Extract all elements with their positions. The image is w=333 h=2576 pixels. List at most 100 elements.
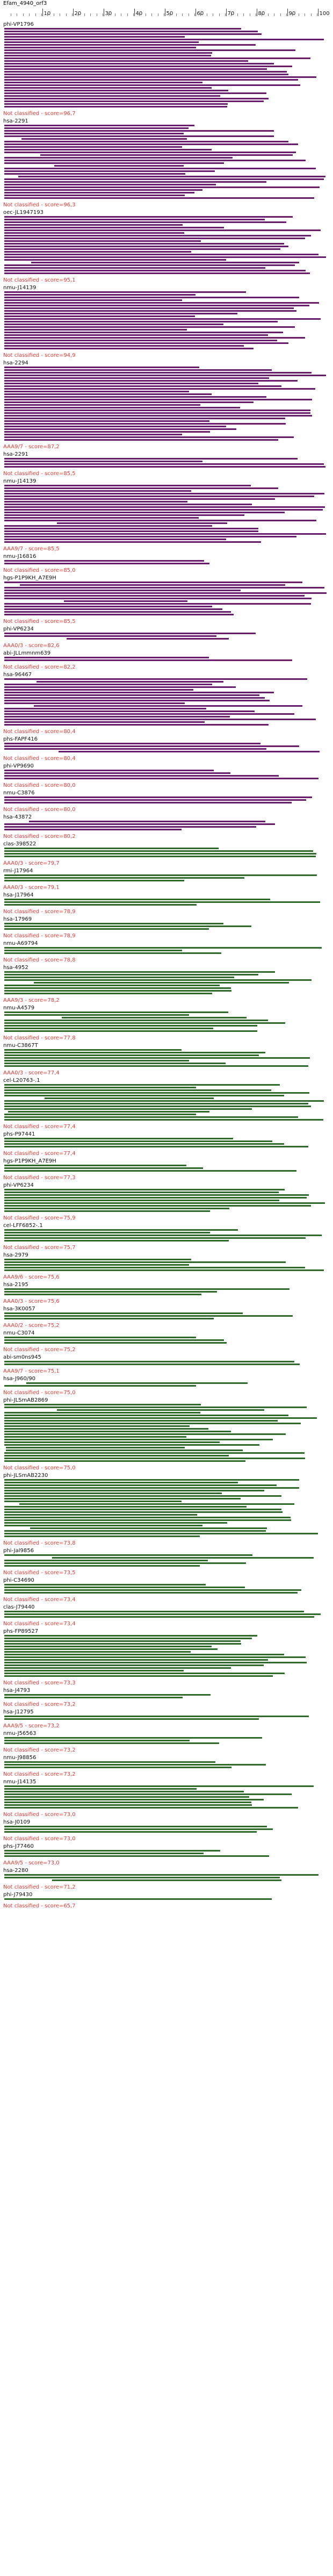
alignment-bar — [21, 138, 187, 140]
alignment-bar — [4, 514, 245, 516]
classification-score: Not classified - score=80,4 — [3, 729, 76, 735]
sequence-name: hsa-J12795 — [3, 1709, 34, 1715]
sequence-name: nmu-J16816 — [3, 554, 37, 559]
alignment-bar — [4, 697, 265, 699]
alignment-bar — [4, 512, 285, 513]
sequence-name: hgs-P1P9KH_A7E9H — [3, 575, 56, 581]
alignment-bar — [4, 1407, 307, 1408]
classification-score: Not classified - score=77,8 — [3, 1035, 76, 1041]
alignment-bar — [4, 1054, 259, 1056]
alignment-bar — [4, 58, 311, 59]
sequence-name: nmu-J98856 — [3, 1755, 37, 1761]
alignment-bar — [4, 44, 256, 46]
alignment-bar — [4, 82, 202, 83]
alignment-bar — [4, 1482, 238, 1483]
alignment-bar — [4, 375, 327, 376]
alignment-bar — [4, 157, 233, 159]
ruler-tick-label: 40 — [135, 11, 143, 17]
alignment-bar — [4, 1764, 266, 1766]
sequence-name: hsa-4952 — [3, 965, 28, 971]
alignment-bar — [4, 369, 272, 371]
alignment-bar — [4, 1170, 297, 1172]
alignment-bar — [4, 1240, 229, 1242]
alignment-bar — [4, 1089, 272, 1091]
alignment-bar — [4, 410, 310, 411]
alignment-bar — [4, 1506, 247, 1508]
alignment-bar — [4, 985, 220, 986]
ruler-minor-tick — [194, 13, 195, 16]
alignment-bar — [4, 724, 269, 726]
ruler-minor-tick — [200, 13, 201, 16]
classification-score: Not classified - score=73,0 — [3, 1812, 76, 1818]
alignment-bar — [4, 829, 182, 830]
alignment-bar — [4, 880, 184, 881]
alignment-bar — [4, 299, 182, 301]
alignment-bar — [4, 418, 285, 419]
alignment-bar — [4, 1146, 309, 1147]
alignment-bar — [4, 1828, 273, 1830]
alignment-bar — [4, 1200, 279, 1201]
alignment-bar — [4, 259, 226, 261]
alignment-bar — [4, 235, 312, 236]
classification-score: Not classified - score=77,4 — [3, 1124, 76, 1130]
alignment-bar — [4, 928, 209, 930]
alignment-bar — [4, 1535, 200, 1537]
alignment-bar — [4, 694, 260, 696]
alignment-bar — [4, 1425, 190, 1427]
sequence-name: phi-C34690 — [3, 1577, 34, 1583]
alignment-bar — [4, 517, 199, 519]
alignment-bar — [4, 1662, 307, 1663]
ruler-minor-tick — [267, 13, 269, 16]
alignment-bar — [4, 391, 190, 392]
alignment-bar — [4, 1269, 324, 1271]
alignment-bar — [67, 638, 229, 640]
alignment-bar — [4, 1339, 224, 1341]
ruler-minor-tick — [310, 13, 312, 16]
alignment-bar — [4, 106, 228, 107]
sequence-name: hsa-2280 — [3, 1868, 28, 1874]
ruler: Efam_4940_orf3 10 20 30 40 50 60 70 80 90 100 — [0, 0, 333, 21]
alignment-bar — [4, 850, 314, 852]
alignment-bar — [4, 47, 196, 48]
alignment-bar — [4, 539, 226, 540]
alignment-bar — [4, 1495, 281, 1497]
alignment-bar — [4, 974, 258, 975]
alignment-bar — [4, 1788, 197, 1790]
classification-score: Not classified - score=73,3 — [3, 1680, 76, 1686]
alignment-bar — [4, 952, 222, 954]
alignment-bar — [4, 611, 231, 613]
alignment-bar — [4, 28, 241, 30]
alignment-bar — [4, 487, 279, 489]
ruler-minor-tick — [35, 13, 36, 16]
alignment-bar — [4, 170, 215, 172]
alignment-bar — [4, 614, 234, 615]
alignment-bar — [4, 1638, 252, 1639]
ruler-tick-label: 90 — [288, 11, 296, 17]
alignment-bar — [4, 490, 192, 492]
sequence-name: phs-FP89527 — [3, 1628, 39, 1634]
alignment-bar — [4, 1011, 228, 1013]
classification-score: AAA9/3 - score=78,2 — [3, 998, 60, 1003]
alignment-bar — [4, 1205, 312, 1207]
ruler-major-tick — [287, 9, 288, 16]
classification-score: Not classified - score=73,4 — [3, 1621, 76, 1627]
classification-score: Not classified - score=73,2 — [3, 1771, 76, 1777]
alignment-bar — [4, 1455, 229, 1456]
alignment-bar — [4, 1667, 231, 1669]
alignment-bar — [4, 1565, 200, 1567]
alignment-bar — [4, 305, 309, 306]
alignment-bar — [4, 219, 265, 220]
alignment-bar — [4, 1587, 245, 1588]
alignment-bar — [4, 340, 277, 341]
alignment-bar — [4, 775, 279, 777]
alignment-bar — [4, 321, 278, 322]
ruler-major-tick — [42, 9, 43, 16]
alignment-bar — [4, 1791, 244, 1792]
alignment-bar — [4, 1643, 242, 1645]
alignment-bar — [4, 1697, 183, 1698]
classification-score: Not classified - score=96,7 — [3, 111, 76, 117]
alignment-bar — [4, 1807, 299, 1809]
alignment-bar — [4, 1138, 234, 1139]
sequence-name: hsa-J17964 — [3, 892, 34, 898]
